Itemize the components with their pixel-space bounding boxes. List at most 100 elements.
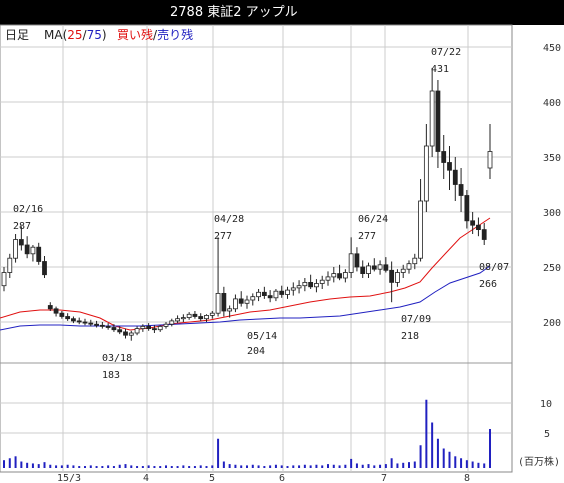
candle-body [152, 328, 157, 331]
candle [447, 146, 452, 190]
candle-body [128, 332, 134, 336]
candle [209, 311, 215, 319]
volume-bar [199, 465, 202, 468]
candle [406, 260, 412, 274]
sell-label: 売り残 [157, 27, 193, 42]
candle [395, 269, 400, 287]
volume-bar [460, 458, 463, 468]
volume-bar [477, 462, 480, 468]
candle [487, 124, 493, 179]
candle [111, 324, 117, 332]
plot-frame [0, 24, 513, 473]
candle-body [204, 314, 209, 320]
candle-body [233, 298, 238, 310]
candle-body [134, 328, 140, 334]
candle [82, 318, 88, 326]
candle [296, 280, 302, 294]
volume-bar [489, 429, 491, 468]
volume-bar [112, 466, 115, 468]
candle [481, 223, 487, 245]
price-annotations: 02/16 287 03/18 183 04/28 277 05/14 204 … [13, 47, 509, 381]
candle [47, 302, 53, 311]
candle [302, 278, 308, 292]
volume-bar [26, 462, 29, 468]
price-tick-350: 350 [543, 153, 561, 164]
ma-legend: MA(25/75) [44, 28, 107, 42]
candle [261, 286, 267, 299]
volume-bar [384, 464, 387, 468]
candle-body [429, 90, 435, 147]
candle-body [186, 313, 192, 318]
volume-bar [55, 465, 58, 468]
candle-body [30, 246, 36, 255]
candle-body [256, 291, 261, 298]
ma-sep: / [83, 28, 88, 42]
volume-bar [89, 465, 92, 468]
candle-body [36, 246, 42, 262]
title-bar: 2788 東証2 アップル [0, 0, 564, 25]
candle [354, 247, 360, 272]
candle-body [354, 253, 360, 268]
candle-body [227, 308, 233, 312]
candle [198, 313, 204, 321]
ma-prefix: MA( [44, 28, 67, 42]
volume-bar [228, 464, 231, 468]
price-tick-400: 400 [543, 98, 561, 109]
candle [204, 314, 209, 322]
candle-body [435, 90, 441, 152]
candle [418, 179, 423, 262]
candle-body [76, 320, 82, 323]
candle-body [371, 265, 377, 270]
candle [123, 328, 128, 339]
candle-body [418, 200, 423, 259]
candle [53, 306, 59, 317]
volume-unit: (百万株) [518, 455, 560, 468]
volume-bar [165, 465, 167, 468]
candle [117, 326, 123, 335]
volume-bar [130, 465, 133, 468]
candle-body [395, 272, 400, 283]
candle-body [348, 253, 354, 273]
candle [435, 80, 441, 168]
candle [389, 261, 395, 303]
volume-bar [408, 462, 410, 468]
candle-body [464, 195, 470, 222]
candle-body [180, 317, 186, 320]
volume-bar [31, 463, 34, 468]
candle-body [238, 298, 244, 304]
volume-bar [263, 466, 266, 468]
volume-bar [234, 464, 237, 468]
candle [383, 257, 389, 273]
candle [308, 274, 314, 289]
volume-bar [338, 465, 341, 468]
volume-bar [355, 463, 358, 468]
volume-bar [66, 464, 69, 468]
volume-bar [8, 458, 11, 468]
candle [215, 237, 221, 317]
annot-0216-date: 02/16 [13, 204, 43, 215]
candle [314, 279, 319, 293]
volume-bar [182, 465, 185, 468]
candle [348, 237, 354, 278]
annot-0709-value: 218 [401, 331, 419, 342]
candle [337, 264, 342, 281]
volume-bar [425, 399, 428, 468]
candle-body [99, 324, 105, 327]
volume-bar [321, 465, 324, 468]
buy-label: 買い残 [117, 28, 153, 42]
volume-bar [118, 464, 121, 468]
candle [105, 323, 111, 330]
candle [13, 234, 18, 263]
volume-bar [367, 464, 370, 468]
candle [7, 253, 13, 278]
candle [458, 168, 464, 212]
candle-body [423, 145, 429, 202]
volume-bar [315, 464, 318, 468]
volume-bar [176, 466, 179, 468]
volume-bar [159, 466, 162, 468]
volume-bar [37, 464, 40, 468]
candle [163, 322, 169, 329]
candlesticks [1, 67, 493, 341]
